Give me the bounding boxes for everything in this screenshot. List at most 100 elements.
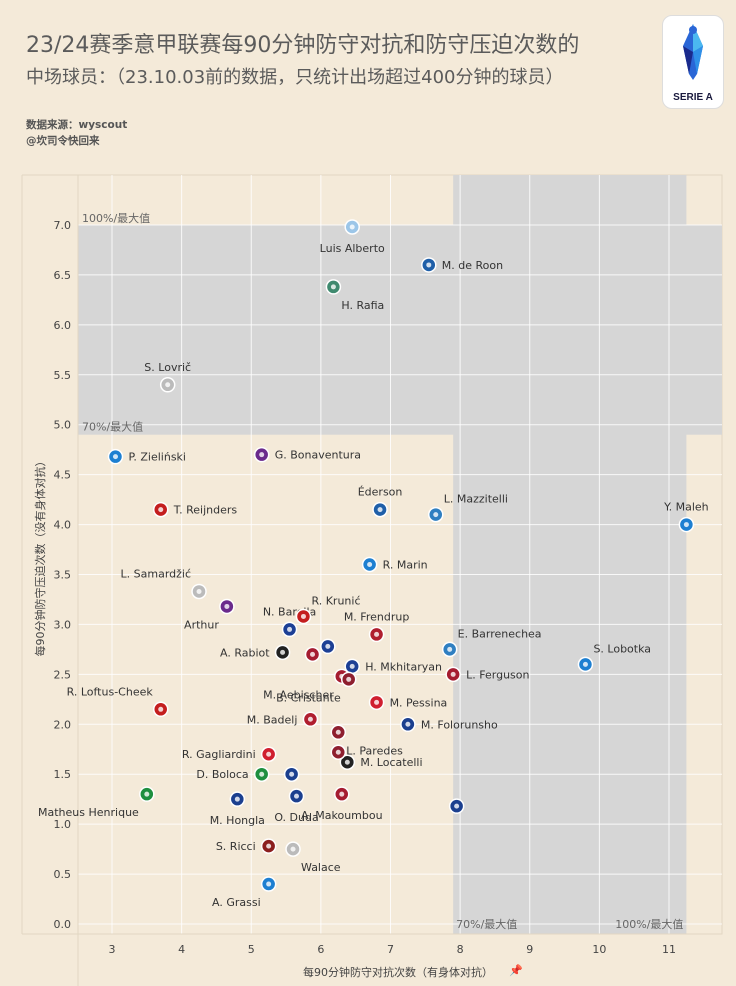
x-tick-label: 5 — [248, 943, 255, 956]
data-point: Matheus Henrique — [38, 786, 155, 819]
club-badge-center — [259, 452, 265, 458]
point-label: L. Ferguson — [466, 668, 529, 681]
data-point: Arthur — [184, 598, 235, 631]
club-badge-center — [259, 771, 265, 777]
club-badge-center — [447, 646, 453, 652]
point-label: H. Mkhitaryan — [365, 660, 442, 673]
club-badge-center — [344, 759, 350, 765]
club-badge-center — [289, 771, 295, 777]
y-tick-label: 2.0 — [54, 718, 72, 731]
data-point: E. Barrenechea — [441, 627, 542, 658]
chart-title: 23/24赛季意甲联赛每90分钟防守对抗和防守压迫次数的 中场球员：（23.10… — [26, 30, 646, 94]
club-badge-center — [158, 706, 164, 712]
point-label: Luis Alberto — [320, 242, 385, 255]
data-point: A. Grassi — [212, 876, 277, 909]
club-badge-center — [266, 751, 272, 757]
x-tick-label: 8 — [457, 943, 464, 956]
club-badge-center — [330, 284, 336, 290]
club-badge-center — [287, 626, 293, 632]
data-point: M. Hongla — [210, 791, 265, 827]
club-badge-center — [683, 522, 689, 528]
y-tick-label: 6.0 — [54, 319, 72, 332]
club-badge-center — [405, 721, 411, 727]
club-badge-center — [349, 224, 355, 230]
point-label: M. Locatelli — [360, 756, 422, 769]
club-badge-center — [374, 699, 380, 705]
data-point: G. Bonaventura — [253, 446, 361, 463]
club-badge-center — [433, 512, 439, 518]
data-point: Éderson — [358, 486, 402, 518]
point-label: O. Duda — [274, 811, 318, 824]
x-tick-label: 7 — [387, 943, 394, 956]
serie-a-logo: SERIE A — [662, 15, 724, 109]
point-label: M. de Roon — [442, 259, 503, 272]
club-badge-center — [367, 562, 373, 568]
x-tick-label: 9 — [526, 943, 533, 956]
club-badge-center — [300, 613, 306, 619]
point-label: L. Samardžić — [121, 567, 192, 580]
data-point: M. Frendrup — [344, 610, 410, 643]
data-point: M. Pessina — [368, 694, 447, 711]
y-tick-label: 0.0 — [54, 918, 72, 931]
point-label: A. Grassi — [212, 896, 261, 909]
y-tick-label: 3.0 — [54, 618, 72, 631]
data-point: H. Rafia — [325, 279, 384, 312]
point-label: S. Lovrič — [144, 361, 191, 374]
serie-a-emblem-icon — [683, 24, 703, 80]
y-tick-label: 4.5 — [54, 469, 72, 482]
club-badge-center — [335, 729, 341, 735]
data-point: L. Paredes — [330, 724, 403, 757]
club-badge-center — [335, 749, 341, 755]
ref-label-x-low: 70%/最大值 — [456, 917, 517, 931]
point-label: Walace — [301, 861, 341, 874]
data-point — [283, 766, 300, 782]
data-point: M. Locatelli — [339, 754, 423, 770]
x-tick-label: 3 — [109, 943, 116, 956]
title-line-1: 23/24赛季意甲联赛每90分钟防守对抗和防守压迫次数的 — [26, 33, 580, 58]
club-badge-center — [346, 676, 352, 682]
point-label: D. Boloca — [196, 768, 248, 781]
point-label: R. Gagliardini — [182, 748, 256, 761]
club-badge-center — [426, 262, 432, 268]
point-label: M. Frendrup — [344, 610, 410, 623]
point-label: Y. Maleh — [663, 501, 709, 514]
data-point: R. Gagliardini — [182, 746, 277, 762]
x-axis-title: 每90分钟防守对抗次数（有身体对抗） — [303, 965, 493, 979]
y-tick-label: 4.0 — [54, 519, 72, 532]
club-badge-center — [112, 454, 118, 460]
data-point: D. Boloca — [196, 766, 270, 782]
club-badge-center — [266, 843, 272, 849]
data-point: M. Folorunsho — [400, 716, 498, 733]
y-axis-title: 每90分钟防守压迫次数（没有身体对抗） — [33, 456, 47, 657]
data-point: L. Mazzitelli — [428, 493, 508, 523]
club-badge-center — [144, 791, 150, 797]
club-badge-center — [224, 603, 230, 609]
data-point: R. Loftus-Cheek — [67, 685, 169, 718]
point-label: R. Loftus-Cheek — [67, 685, 154, 698]
data-point: R. Krunić — [295, 594, 361, 625]
y-tick-label: 2.5 — [54, 668, 72, 681]
data-point — [320, 638, 336, 655]
data-point: S. Lovrič — [144, 361, 191, 393]
club-badge-center — [158, 507, 164, 513]
point-label: P. Zieliński — [128, 451, 186, 464]
y-tick-label: 1.5 — [54, 768, 72, 781]
club-badge-center — [234, 796, 240, 802]
club-badge-center — [310, 651, 316, 657]
y-tick-label: 3.5 — [54, 569, 72, 582]
club-badge-center — [280, 649, 286, 655]
y-tick-label: 7.0 — [54, 219, 72, 232]
data-point: P. Zieliński — [107, 448, 186, 465]
point-label: T. Reijnders — [173, 504, 238, 517]
source-line: 数据来源：wyscout — [26, 119, 128, 131]
data-point: Walace — [285, 841, 341, 874]
point-label: B. Cristante — [276, 691, 341, 704]
club-badge-center — [266, 881, 272, 887]
data-point: A. Makoumbou — [301, 786, 383, 822]
point-label: M. Badelj — [247, 713, 298, 726]
point-label: M. Hongla — [210, 814, 265, 827]
y-tick-label: 1.0 — [54, 818, 72, 831]
club-badge-center — [374, 631, 380, 637]
point-label: L. Mazzitelli — [444, 493, 508, 506]
author-line: @坎司令快回来 — [26, 135, 100, 147]
